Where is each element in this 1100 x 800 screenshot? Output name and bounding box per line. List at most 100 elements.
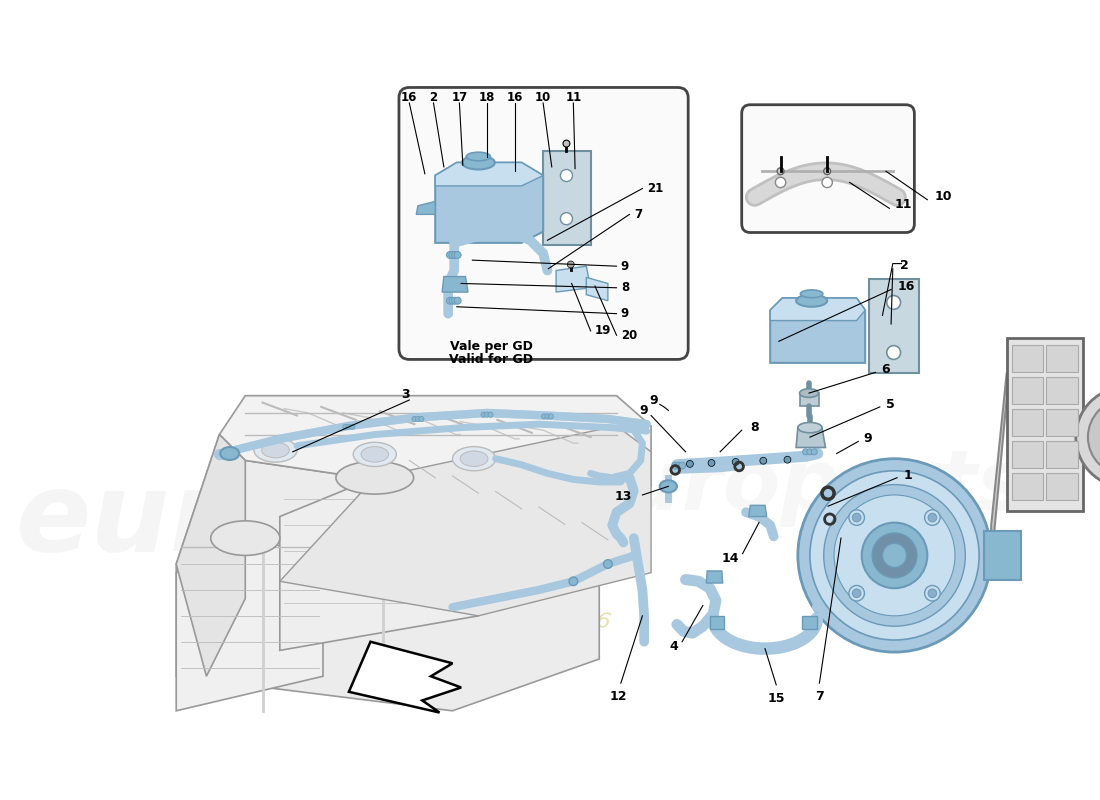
Circle shape [452,298,459,304]
Ellipse shape [353,442,396,466]
Circle shape [679,462,685,469]
Circle shape [343,424,348,430]
Circle shape [925,586,940,601]
Circle shape [784,456,791,463]
Circle shape [481,412,486,418]
Circle shape [604,560,613,568]
Circle shape [1076,387,1100,487]
Text: 11: 11 [894,198,912,211]
Circle shape [484,412,490,418]
Text: 9: 9 [639,404,648,417]
Circle shape [675,462,682,469]
Polygon shape [796,428,825,447]
Polygon shape [279,478,478,650]
Polygon shape [770,298,866,363]
Polygon shape [176,434,600,711]
Circle shape [822,178,833,188]
Circle shape [887,346,901,359]
Text: 17: 17 [451,91,468,104]
Circle shape [416,417,420,422]
Circle shape [810,470,979,640]
Ellipse shape [801,290,823,298]
Polygon shape [1012,377,1043,404]
Text: 9: 9 [620,307,629,320]
Polygon shape [1046,473,1078,500]
Circle shape [760,458,767,464]
Ellipse shape [800,389,818,398]
Text: europarts: europarts [15,467,630,574]
Text: 19: 19 [595,325,612,338]
Text: Vale per GD: Vale per GD [450,340,532,353]
Ellipse shape [262,442,289,458]
Ellipse shape [466,152,491,161]
Polygon shape [436,162,543,243]
Circle shape [419,417,424,422]
Polygon shape [1046,441,1078,468]
Circle shape [544,414,550,419]
Polygon shape [991,372,1006,564]
Polygon shape [436,162,543,186]
Polygon shape [219,396,651,504]
Circle shape [454,298,461,304]
Polygon shape [706,571,723,583]
Text: 10: 10 [535,91,551,104]
Circle shape [803,449,808,455]
Circle shape [568,261,574,268]
Text: 10: 10 [934,190,952,202]
Circle shape [449,298,455,304]
Polygon shape [586,278,608,301]
FancyBboxPatch shape [741,105,914,233]
Circle shape [807,449,813,455]
Polygon shape [984,531,1022,579]
Ellipse shape [462,156,495,170]
Polygon shape [279,426,651,616]
Circle shape [776,178,785,188]
Ellipse shape [452,446,496,470]
Ellipse shape [660,480,676,492]
Circle shape [452,251,459,258]
Circle shape [861,522,927,588]
Text: 13: 13 [615,490,632,503]
Circle shape [1088,399,1100,475]
Text: 3: 3 [402,388,410,402]
Circle shape [824,485,966,626]
Text: Valid for GD: Valid for GD [449,353,534,366]
Text: 16: 16 [898,281,915,294]
Circle shape [672,462,679,469]
Circle shape [849,586,865,601]
Text: 16: 16 [402,91,418,104]
Text: 2: 2 [900,259,909,272]
Circle shape [852,589,861,598]
Circle shape [447,251,453,258]
Text: 7: 7 [815,690,824,703]
Polygon shape [869,279,918,374]
Text: 9: 9 [620,260,629,273]
Ellipse shape [796,294,827,306]
Text: 9: 9 [649,394,658,407]
Ellipse shape [798,422,822,433]
Circle shape [449,251,455,258]
Circle shape [798,458,991,652]
Circle shape [777,168,784,174]
Text: 4: 4 [670,641,679,654]
Polygon shape [176,434,245,676]
Text: 8: 8 [620,282,629,294]
Circle shape [733,458,739,466]
Circle shape [488,412,493,418]
Circle shape [852,514,861,522]
Ellipse shape [254,438,297,462]
Polygon shape [557,266,591,292]
Text: 12: 12 [609,690,627,703]
Circle shape [569,577,578,586]
FancyBboxPatch shape [399,87,689,359]
Text: 9: 9 [864,432,872,446]
Circle shape [887,295,901,310]
Polygon shape [1012,473,1043,500]
Polygon shape [442,277,468,292]
Text: 20: 20 [620,329,637,342]
Text: 6: 6 [881,363,890,376]
Polygon shape [1012,345,1043,372]
Polygon shape [1012,409,1043,436]
Text: 1: 1 [903,469,912,482]
Text: 7: 7 [634,208,642,221]
